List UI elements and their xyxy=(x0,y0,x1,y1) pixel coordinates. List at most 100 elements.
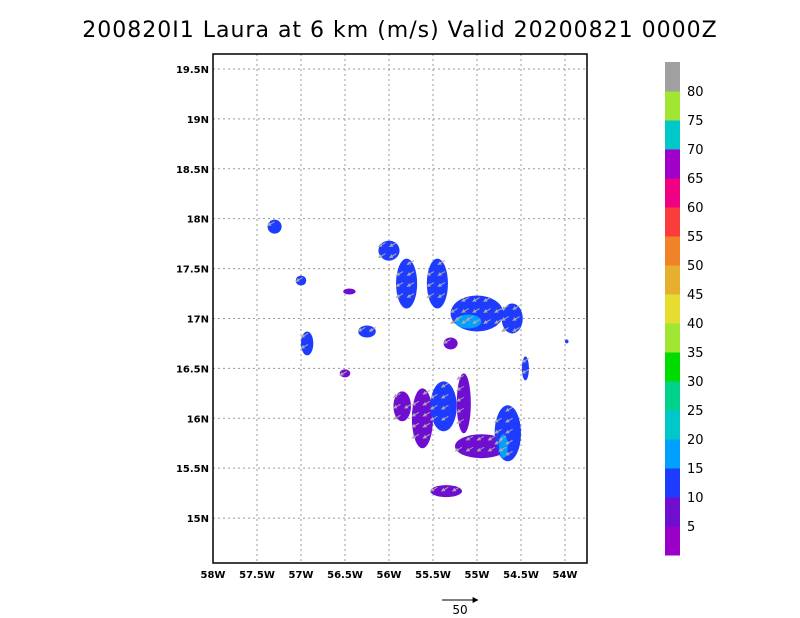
wind-vector xyxy=(487,435,496,441)
lon-tick-label: 55.5W xyxy=(415,570,451,581)
wind-vector xyxy=(395,271,404,277)
wind-vector xyxy=(521,357,530,363)
wind-vector xyxy=(411,422,420,428)
wind-vector xyxy=(454,316,463,321)
colorbar-segment xyxy=(665,236,680,266)
wind-vector xyxy=(494,308,502,313)
wind-vector xyxy=(406,293,415,299)
colorbar-label: 50 xyxy=(687,259,704,274)
wind-vector xyxy=(465,446,474,452)
wind-vector xyxy=(456,418,465,424)
wind-vector xyxy=(494,417,502,423)
colorbar-label: 80 xyxy=(687,85,704,100)
wind-speed-region xyxy=(343,288,356,295)
wind-vector xyxy=(300,344,309,349)
wind-vector xyxy=(512,327,520,332)
colorbar-segment xyxy=(665,468,680,498)
lat-tick-label: 16N xyxy=(187,414,209,425)
colorbar-segment xyxy=(665,91,680,121)
wind-speed-region xyxy=(393,391,412,422)
reference-vector-label: 50 xyxy=(452,603,467,617)
wind-vector xyxy=(505,428,513,434)
wind-vector xyxy=(411,400,420,406)
wind-speed-region xyxy=(378,240,400,261)
wind-vector xyxy=(498,446,507,452)
wind-vector xyxy=(393,403,401,409)
wind-vector xyxy=(501,316,509,321)
wind-vector xyxy=(456,407,465,413)
wind-vector xyxy=(498,435,507,441)
lat-tick-label: 17.5N xyxy=(176,265,209,276)
wind-vector xyxy=(505,417,513,423)
wind-speed-region xyxy=(411,388,433,449)
wind-vector xyxy=(472,297,480,302)
wind-vector xyxy=(483,308,491,313)
colorbar-segment xyxy=(665,526,680,556)
wind-vector xyxy=(441,382,449,388)
wind-vector xyxy=(378,242,386,248)
longitude-tick-labels: 58W 57.5W 57W 56.5W 56W 55.5W 55W 54.5W 54W xyxy=(201,570,578,581)
colorbar-label: 70 xyxy=(687,143,704,158)
wind-vector xyxy=(461,308,469,313)
latitude-tick-labels: 15N 15.5N 16N 16.5N 17N 17.5N 18N 18.5N 19N 19.5N xyxy=(176,65,209,525)
colorbar-segment xyxy=(665,149,680,179)
colorbar-segment xyxy=(665,178,680,208)
colorbar-segment xyxy=(665,294,680,324)
wind-vector xyxy=(422,411,431,417)
wind-vector xyxy=(437,271,446,277)
lat-tick-label: 15.5N xyxy=(176,464,209,475)
wind-vector xyxy=(465,435,474,441)
colorbar-label: 45 xyxy=(687,288,704,303)
wind-vector xyxy=(437,260,446,266)
wind-speed-region xyxy=(501,303,523,334)
map-title: 200820I1 Laura at 6 km (m/s) Valid 20200… xyxy=(82,18,718,43)
wind-vector xyxy=(501,305,509,310)
lat-tick-label: 19N xyxy=(187,115,209,126)
wind-vector xyxy=(476,446,485,452)
wind-vector xyxy=(437,282,446,288)
wind-vector xyxy=(430,404,438,410)
wind-vector xyxy=(406,260,415,266)
wind-vector xyxy=(411,411,420,417)
wind-vector xyxy=(512,305,520,310)
colorbar-segment xyxy=(665,352,680,382)
wind-vector xyxy=(512,316,520,321)
wind-vector xyxy=(501,327,509,332)
wind-speed-region xyxy=(455,314,482,329)
wind-vector-arrows xyxy=(267,221,530,492)
wind-speed-region xyxy=(430,485,463,498)
wind-vector xyxy=(430,486,438,492)
colorbar-label: 55 xyxy=(687,230,704,245)
wind-speed-region xyxy=(456,373,471,434)
wind-vector xyxy=(476,435,485,441)
colorbar-segment xyxy=(665,120,680,150)
wind-vector xyxy=(456,374,465,380)
colorbar-label: 10 xyxy=(687,491,704,506)
lat-tick-label: 16.5N xyxy=(176,364,209,375)
wind-vector xyxy=(378,253,386,259)
wind-vector xyxy=(437,293,446,299)
wind-vector xyxy=(422,422,431,428)
lat-tick-label: 19.5N xyxy=(176,65,209,76)
wind-speed-region xyxy=(339,369,351,378)
wind-vector xyxy=(441,393,449,399)
wind-vector xyxy=(411,433,420,439)
colorbar-segment xyxy=(665,410,680,440)
wind-vector xyxy=(441,415,449,421)
lon-tick-label: 56W xyxy=(377,570,402,581)
colorbar-label: 40 xyxy=(687,317,704,332)
wind-vector xyxy=(395,293,404,299)
wind-vector xyxy=(393,392,401,398)
reference-vector: 50 xyxy=(442,597,479,617)
wind-vector xyxy=(505,439,513,445)
colorbar-label: 15 xyxy=(687,462,704,477)
lon-tick-label: 56.5W xyxy=(327,570,363,581)
colorbar-label: 65 xyxy=(687,172,704,187)
wind-vector xyxy=(393,414,401,420)
wind-vector xyxy=(441,486,449,492)
wind-vector xyxy=(472,308,480,313)
lat-tick-label: 18.5N xyxy=(176,165,209,176)
lon-tick-label: 55W xyxy=(465,570,490,581)
wind-vector xyxy=(494,319,502,324)
wind-vector xyxy=(426,271,435,277)
